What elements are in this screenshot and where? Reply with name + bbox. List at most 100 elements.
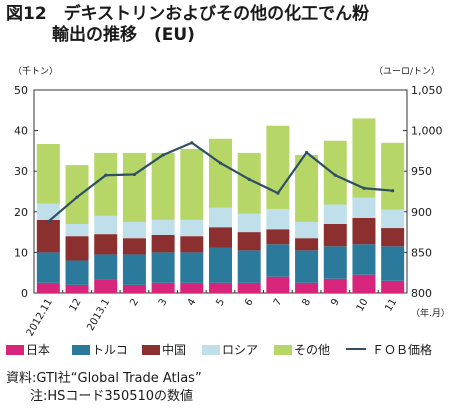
right-axis-unit-label: （ユーロ/トン） <box>374 66 440 77</box>
bar-segment-japan <box>266 276 290 293</box>
bar-segment-japan <box>36 282 60 293</box>
bar-segment-other <box>209 138 232 208</box>
bar-segment-other <box>94 152 118 216</box>
bar-segment-japan <box>180 282 204 293</box>
fob-price-point <box>391 189 395 193</box>
x-axis-tick-label: 10 <box>355 297 371 314</box>
bar-segment-japan <box>323 278 347 293</box>
bar-segment-japan <box>381 280 405 293</box>
bar-segment-russia <box>237 213 261 233</box>
right-axis-tick-label: 850 <box>411 246 432 259</box>
bar-segment-turkey <box>94 254 118 280</box>
bar-segment-russia <box>122 221 146 239</box>
bar-segment-china <box>266 229 290 245</box>
legend-item-japan: 日本 <box>6 341 50 358</box>
x-axis-tick-label: 5 <box>214 297 227 308</box>
bar-segment-other <box>295 154 319 222</box>
legend-item-russia: ロシア <box>202 341 258 358</box>
left-axis-tick-label: 10 <box>14 246 28 259</box>
fob-price-point <box>132 172 137 177</box>
bar-segment-other <box>36 143 60 204</box>
bar-segment-russia <box>381 209 405 229</box>
bar-segment-other <box>65 165 89 224</box>
fob-price-point <box>304 150 309 155</box>
bar-segment-japan <box>122 284 146 293</box>
right-axis-tick-label: 800 <box>411 287 432 300</box>
legend-swatch-other <box>274 345 292 355</box>
source-note: 資料:GTI社“Global Trade Atlas” <box>6 371 202 386</box>
bar-segment-china <box>180 236 204 253</box>
left-axis-unit-label: （千トン） <box>13 66 58 77</box>
legend-swatch-russia <box>202 345 220 355</box>
bar-segment-russia <box>65 223 89 237</box>
legend-label-turkey: トルコ <box>92 343 128 357</box>
bar-segment-other <box>180 148 204 220</box>
legend-item-other: その他 <box>274 341 330 358</box>
legend-swatch-japan <box>6 345 24 355</box>
left-axis-tick-label: 50 <box>14 84 28 97</box>
x-axis-tick-label: 8 <box>300 297 313 308</box>
fob-price-point <box>362 186 366 190</box>
bar-segment-other <box>122 152 146 222</box>
bar-segment-china <box>65 236 89 261</box>
right-axis-tick-label: 900 <box>411 206 432 219</box>
right-axis-tick-label: 1,050 <box>411 84 443 97</box>
bar-segment-other <box>266 125 290 209</box>
bar-segment-china <box>237 232 261 251</box>
bar-segment-other <box>381 142 405 210</box>
fob-price-point <box>218 161 223 165</box>
legend-label-russia: ロシア <box>222 343 259 357</box>
bar-segment-turkey <box>237 250 261 283</box>
x-axis-tick-label: 6 <box>243 297 256 308</box>
bar-segment-russia <box>266 208 290 230</box>
x-axis-tick-label: 4 <box>186 297 199 308</box>
bar-segment-other <box>323 140 347 205</box>
bar-segment-russia <box>94 215 118 235</box>
bar-segment-russia <box>295 221 319 239</box>
bar-segment-china <box>352 217 376 245</box>
bar-segment-china <box>323 223 347 247</box>
bar-segment-turkey <box>266 244 290 277</box>
left-axis-tick-label: 20 <box>14 206 28 219</box>
legend: 日本 トルコ 中国 ロシア その他 ＦＯＢ価格 <box>6 341 446 359</box>
bar-segment-russia <box>209 207 232 228</box>
chart-title: 図12 デキストリンおよびその他の化工でん粉 輸出の推移 (EU) <box>6 4 446 46</box>
bar-segment-china <box>295 238 319 251</box>
bar-segment-turkey <box>209 247 232 283</box>
legend-label-china: 中国 <box>162 343 187 357</box>
bar-segment-russia <box>180 219 204 237</box>
bar-segment-japan <box>295 282 319 293</box>
legend-line-fob <box>346 348 366 350</box>
bar-segment-china <box>36 219 60 253</box>
x-axis-tick-label: 9 <box>329 297 342 308</box>
bar-segment-russia <box>151 219 175 235</box>
bar-segment-japan <box>65 284 89 293</box>
x-axis-tick-label: 7 <box>272 297 285 308</box>
x-axis-unit-label: （年.月） <box>411 307 450 319</box>
bar-segment-turkey <box>352 244 376 275</box>
legend-label-japan: 日本 <box>26 343 51 357</box>
bar-segment-russia <box>36 203 60 220</box>
bar-segment-turkey <box>381 246 405 281</box>
legend-item-fob: ＦＯＢ価格 <box>346 341 432 358</box>
fob-price-point <box>161 153 165 157</box>
bar-segment-turkey <box>122 254 146 285</box>
fob-price-point <box>190 141 194 145</box>
bar-segment-turkey <box>180 252 204 283</box>
x-axis-tick-label: 2012.11 <box>25 297 55 338</box>
legend-swatch-turkey <box>72 345 90 355</box>
left-axis-tick-label: 0 <box>21 287 28 300</box>
chart-title-line1: 図12 デキストリンおよびその他の化工でん粉 <box>6 4 370 24</box>
legend-label-fob: ＦＯＢ価格 <box>372 343 433 357</box>
export-chart: 0 10 20 30 40 50 800 850 900 950 1,000 1,050 （千トン） （ユ… <box>13 66 450 338</box>
fob-price-point <box>276 191 280 195</box>
fob-price-point <box>75 195 79 199</box>
bar-segment-turkey <box>295 250 319 283</box>
left-axis-tick-label: 40 <box>14 125 28 138</box>
notes: 資料:GTI社“Global Trade Atlas” 注:HSコード35051… <box>6 370 202 406</box>
bar-segment-japan <box>94 279 118 293</box>
legend-item-turkey: トルコ <box>72 341 128 358</box>
legend-item-china: 中国 <box>142 341 186 358</box>
bar-segment-japan <box>352 274 376 293</box>
bar-segment-turkey <box>151 252 175 283</box>
